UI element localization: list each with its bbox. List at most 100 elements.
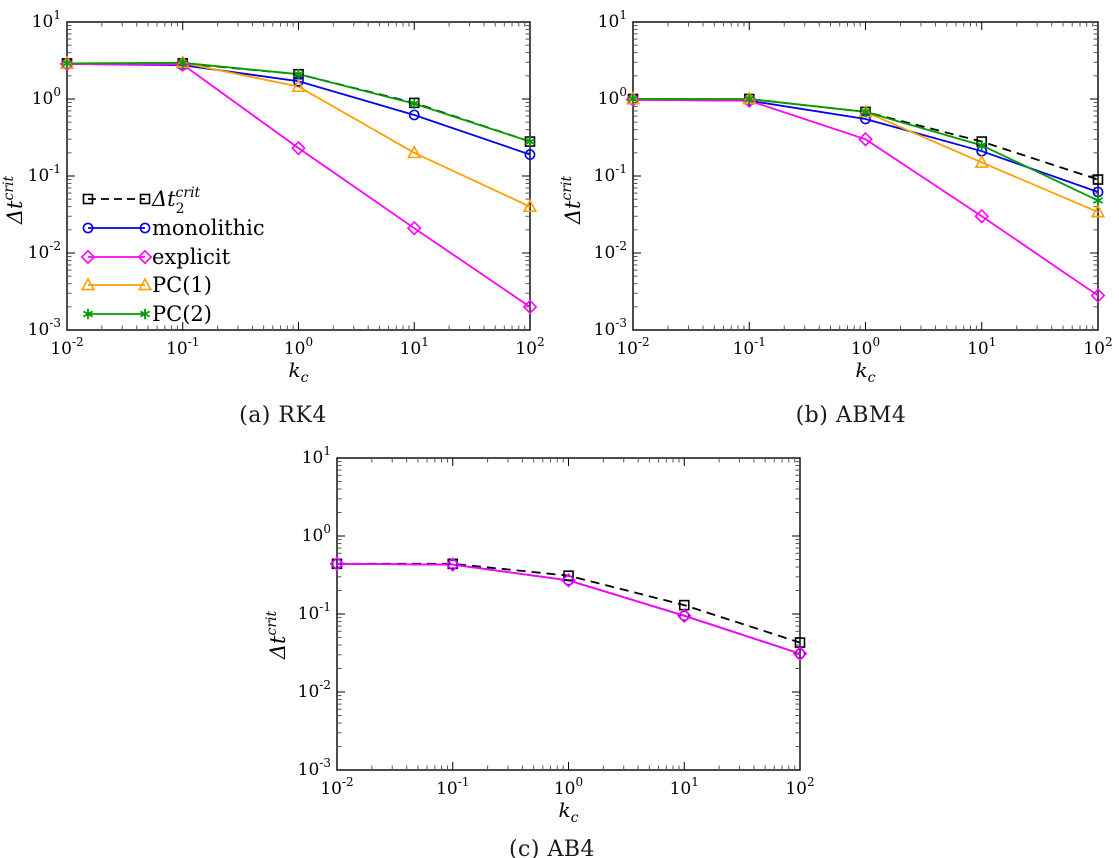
svg-text:101: 101 bbox=[967, 335, 996, 359]
diamond-marker bbox=[974, 208, 990, 224]
diamond-marker bbox=[329, 556, 345, 572]
svg-text:100: 100 bbox=[554, 775, 583, 799]
svg-text:10-2: 10-2 bbox=[28, 239, 61, 263]
square-marker bbox=[563, 570, 574, 581]
asterisk-marker bbox=[82, 308, 94, 320]
circle-marker bbox=[563, 574, 574, 586]
minor-ticks bbox=[67, 22, 530, 330]
square-marker bbox=[1092, 174, 1104, 185]
triangle-up-marker bbox=[1090, 204, 1106, 218]
circle-marker bbox=[331, 558, 343, 570]
diamond-marker bbox=[175, 57, 191, 72]
svg-text:101: 101 bbox=[670, 775, 699, 799]
asterisk-marker bbox=[976, 140, 987, 151]
legend-item-pc1: PC(1) bbox=[80, 273, 212, 297]
plot-ab4: 10-2 10-1 100 101 102 101 100 10-1 10-2 10-3 kc Δtc… bbox=[250, 430, 870, 858]
circle-marker bbox=[139, 222, 151, 234]
series-explicit-markers bbox=[59, 56, 538, 315]
plot-svg-a: 10-2 10-1 100 101 10210110010-110-210-3kcΔtc… bbox=[1, 8, 545, 386]
asterisk-marker bbox=[293, 68, 304, 80]
diamond-marker bbox=[1090, 288, 1106, 303]
series-pc1-markers bbox=[59, 55, 538, 213]
legend-item-explicit: explicit bbox=[80, 245, 231, 269]
axis-labels: kc Δtcrit bbox=[1, 176, 309, 386]
series-explicit-markers bbox=[329, 556, 808, 662]
plot-svg-b: 10-2 10-1 100 101 10210110010-110-210-3kcΔtc… bbox=[559, 8, 1113, 386]
triangle-up-marker bbox=[407, 145, 422, 159]
asterisk-marker bbox=[1092, 195, 1104, 206]
asterisk-marker bbox=[524, 136, 536, 147]
minor-ticks bbox=[633, 22, 1098, 330]
caption-abm4: (b) ABM4 bbox=[795, 403, 907, 428]
asterisk-marker bbox=[61, 58, 73, 69]
svg-text:101: 101 bbox=[302, 444, 331, 468]
svg-text:10-3: 10-3 bbox=[594, 316, 627, 340]
diamond-marker bbox=[80, 249, 96, 265]
circle-marker bbox=[447, 559, 459, 570]
circle-marker bbox=[408, 109, 420, 121]
series-lines bbox=[632, 98, 1099, 297]
axis-labels: kc Δtcrit bbox=[264, 611, 579, 826]
axes bbox=[632, 21, 1099, 331]
svg-text:100: 100 bbox=[302, 522, 331, 546]
triangle-up-marker bbox=[80, 277, 96, 291]
series-markers bbox=[625, 91, 1106, 303]
circle-marker bbox=[82, 222, 94, 234]
series-dt2crit-markers bbox=[331, 558, 806, 648]
svg-text:10-1: 10-1 bbox=[594, 162, 627, 186]
svg-text:100: 100 bbox=[32, 85, 61, 109]
legend-item-monolithic: monolithic bbox=[82, 216, 265, 240]
diamond-marker bbox=[137, 249, 153, 265]
svg-text:10-2: 10-2 bbox=[616, 335, 649, 359]
svg-text:100: 100 bbox=[851, 335, 880, 359]
series-monolithic-line bbox=[336, 562, 801, 655]
caption-rk4: (a) RK4 bbox=[239, 403, 327, 428]
svg-text:kc: kc bbox=[559, 798, 579, 826]
svg-text:101: 101 bbox=[32, 8, 61, 32]
svg-text:10-2: 10-2 bbox=[298, 678, 331, 702]
diamond-marker bbox=[522, 299, 538, 315]
diamond-marker bbox=[445, 557, 461, 572]
svg-text:Δtcrit: Δtcrit bbox=[264, 611, 290, 661]
ticks bbox=[336, 457, 801, 771]
svg-text:10-2: 10-2 bbox=[320, 775, 353, 799]
asterisk-marker bbox=[860, 106, 871, 118]
asterisk-marker bbox=[744, 93, 755, 105]
svg-text:101: 101 bbox=[400, 335, 429, 359]
asterisk-marker bbox=[627, 93, 639, 105]
axes bbox=[66, 21, 531, 331]
legend-item-dt2crit: Δt2crit bbox=[82, 185, 201, 217]
svg-text:10-2: 10-2 bbox=[594, 239, 627, 263]
square-marker bbox=[139, 193, 151, 205]
caption-ab4: (c) AB4 bbox=[508, 837, 596, 858]
triangle-up-marker bbox=[974, 154, 989, 168]
svg-text:101: 101 bbox=[598, 8, 627, 32]
series-explicit-line bbox=[66, 63, 531, 308]
svg-text:100: 100 bbox=[284, 335, 313, 359]
ticks bbox=[66, 21, 531, 331]
svg-text:10-1: 10-1 bbox=[28, 162, 61, 186]
svg-text:Δtcrit: Δtcrit bbox=[560, 176, 585, 226]
series-lines bbox=[66, 61, 531, 308]
plot-rk4: 10-2 10-1 100 101 102 101 100 10-1 10-2 10-3 kc Δtc… bbox=[0, 0, 560, 432]
minor-ticks bbox=[337, 458, 800, 770]
legend-label-monolithic: monolithic bbox=[152, 216, 265, 240]
plot-svg-c: 10-2 10-1 100 101 10210110010-110-210-3kcΔtc… bbox=[264, 444, 815, 826]
diamond-marker bbox=[676, 608, 692, 624]
svg-text:10-1: 10-1 bbox=[298, 600, 331, 624]
series-monolithic-markers bbox=[331, 558, 806, 660]
diamond-marker bbox=[406, 220, 422, 236]
triangle-up-marker bbox=[522, 198, 538, 213]
series-lines bbox=[336, 562, 801, 655]
svg-text:102: 102 bbox=[1083, 335, 1112, 359]
ticks bbox=[632, 21, 1099, 331]
svg-text:10-1: 10-1 bbox=[166, 335, 199, 359]
series-explicit-line bbox=[632, 98, 1099, 297]
legend-item-pc2: PC(2) bbox=[82, 302, 212, 326]
legend-label-pc1: PC(1) bbox=[152, 273, 212, 297]
axes bbox=[336, 457, 801, 771]
